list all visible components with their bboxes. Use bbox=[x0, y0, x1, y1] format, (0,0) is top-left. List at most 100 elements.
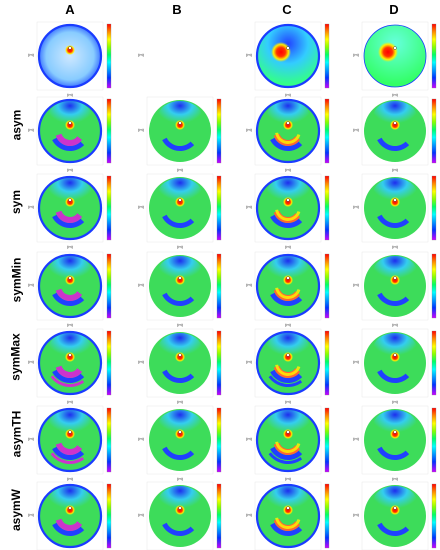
panel-r4-c2: (m) (m) bbox=[246, 328, 330, 404]
inner-band bbox=[377, 522, 410, 536]
source-marker bbox=[178, 198, 182, 202]
panel-r6-c1: (m)(m) bbox=[138, 481, 222, 550]
inner-band bbox=[162, 446, 195, 461]
panel-r2-c1: (m) (m) bbox=[138, 173, 222, 249]
cool-region bbox=[48, 486, 92, 518]
colorbar bbox=[106, 253, 112, 319]
inner-band bbox=[377, 292, 410, 306]
x-axis-unit-label: (m) bbox=[392, 92, 399, 97]
panel-r3-c3: (m) (m) bbox=[353, 251, 437, 327]
inner-band bbox=[270, 137, 303, 151]
plot-frame bbox=[254, 328, 322, 398]
colorbar bbox=[431, 175, 437, 241]
inner-band bbox=[270, 369, 303, 383]
panel-r1-c2: (m) (m) bbox=[246, 96, 330, 172]
colorbar bbox=[106, 330, 112, 396]
hot-spot bbox=[65, 352, 75, 362]
colorbar bbox=[431, 23, 437, 89]
colorbar bbox=[216, 175, 222, 241]
plot-frame bbox=[36, 405, 104, 475]
panel-r3-c1: (m) (m) bbox=[138, 251, 222, 327]
plot-frame bbox=[146, 481, 214, 550]
hot-spot bbox=[65, 45, 75, 55]
colorbar bbox=[431, 253, 437, 319]
outer-band bbox=[268, 375, 303, 388]
boundary-ring bbox=[37, 253, 103, 319]
x-axis-unit-label: (m) bbox=[392, 322, 399, 327]
plot-frame bbox=[361, 328, 429, 398]
x-axis-unit-label: (m) bbox=[177, 476, 184, 481]
panel-r5-c2: (m) (m) bbox=[246, 405, 330, 481]
y-axis-unit-label: (m) bbox=[138, 512, 145, 517]
source-marker bbox=[68, 353, 72, 357]
boundary-ring bbox=[255, 253, 321, 319]
colorbar bbox=[431, 407, 437, 473]
y-axis-unit-label: (m) bbox=[246, 52, 253, 57]
x-axis-unit-label: (m) bbox=[285, 476, 292, 481]
hot-spot bbox=[175, 429, 185, 439]
source-marker bbox=[393, 121, 397, 125]
x-axis-unit-label: (m) bbox=[177, 244, 184, 249]
field-disk bbox=[39, 25, 101, 87]
source-marker bbox=[393, 430, 397, 434]
cool-region bbox=[373, 486, 417, 518]
y-axis-unit-label: (m) bbox=[28, 52, 35, 57]
y-axis-unit-label: (m) bbox=[246, 512, 253, 517]
source-marker bbox=[286, 430, 290, 434]
colorbar bbox=[106, 175, 112, 241]
magenta-band bbox=[55, 288, 83, 301]
boundary-ring bbox=[255, 330, 321, 396]
y-axis-unit-label: (m) bbox=[246, 204, 253, 209]
inner-band bbox=[270, 522, 303, 536]
magenta-band bbox=[55, 133, 83, 146]
y-axis-unit-label: (m) bbox=[138, 436, 145, 441]
colorbar bbox=[324, 98, 330, 164]
panel-r3-c2: (m) (m) bbox=[246, 251, 330, 327]
plot-frame bbox=[254, 21, 322, 91]
panel-r6-c3: (m)(m) bbox=[353, 481, 437, 550]
source-marker bbox=[68, 198, 72, 202]
plot-frame bbox=[254, 96, 322, 166]
colorbar bbox=[324, 175, 330, 241]
colorbar bbox=[106, 98, 112, 164]
x-axis-unit-label: (m) bbox=[67, 244, 74, 249]
cool-region bbox=[158, 256, 202, 288]
source-marker bbox=[393, 198, 397, 202]
boundary-ring bbox=[363, 24, 427, 88]
colorbar bbox=[324, 483, 330, 549]
y-axis-unit-label: (m) bbox=[353, 282, 360, 287]
magenta-band bbox=[273, 210, 301, 223]
colorbar bbox=[216, 253, 222, 319]
cool-region bbox=[373, 178, 417, 210]
hot-spot bbox=[65, 275, 75, 285]
plot-frame bbox=[36, 251, 104, 321]
yellow-band bbox=[275, 209, 301, 222]
y-axis-unit-label: (m) bbox=[138, 127, 145, 132]
x-axis-unit-label: (m) bbox=[392, 244, 399, 249]
cool-region bbox=[373, 333, 417, 365]
inner-band bbox=[377, 369, 410, 383]
boundary-ring bbox=[37, 330, 103, 396]
source-marker bbox=[178, 276, 182, 280]
source-marker bbox=[286, 198, 290, 202]
hot-spot bbox=[175, 505, 185, 515]
hot-spot bbox=[390, 429, 400, 439]
cool-region bbox=[48, 101, 92, 133]
inner-band bbox=[52, 137, 85, 151]
inner-band bbox=[52, 214, 85, 229]
hot-spot bbox=[283, 429, 293, 439]
x-axis-unit-label: (m) bbox=[392, 476, 399, 481]
x-axis-unit-label: (m) bbox=[177, 322, 184, 327]
cool-region bbox=[48, 178, 92, 210]
plot-frame bbox=[36, 328, 104, 398]
panel-r3-c0: (m) (m) bbox=[28, 251, 112, 327]
boundary-ring bbox=[37, 98, 103, 164]
colorbar bbox=[431, 98, 437, 164]
cool-region bbox=[158, 178, 202, 210]
boundary-ring bbox=[37, 23, 103, 89]
inner-band bbox=[377, 137, 410, 151]
plot-frame bbox=[254, 173, 322, 243]
panel-r4-c0: (m) (m) bbox=[28, 328, 112, 404]
hot-spot bbox=[175, 197, 185, 207]
